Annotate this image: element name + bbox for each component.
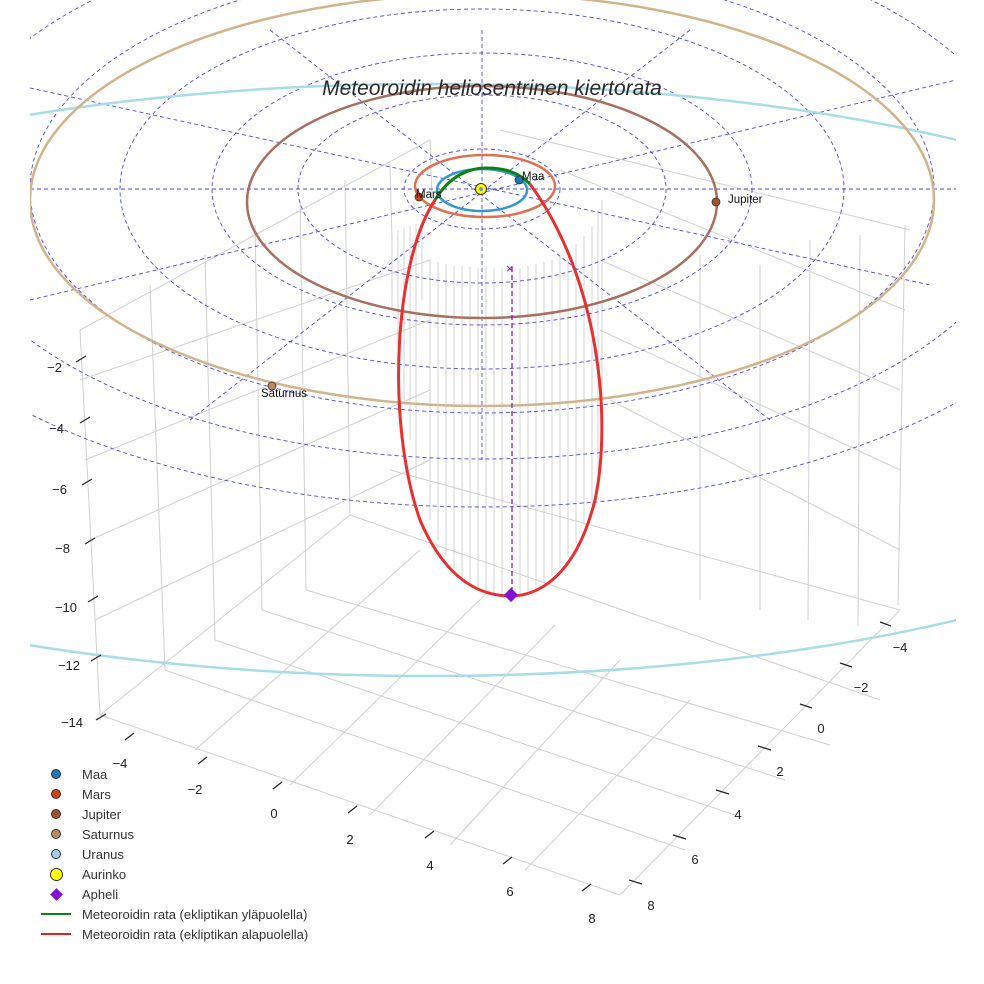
maa-dot-icon <box>51 769 61 779</box>
meteoroid-orbit <box>397 166 604 598</box>
legend-item-jupiter[interactable]: Jupiter <box>38 804 308 824</box>
sun-icon <box>49 867 63 881</box>
orbit-above-ecliptic <box>433 166 532 201</box>
mars-orbit <box>413 153 557 219</box>
chart-title: Meteoroidin heliosentrinen kiertorata <box>322 77 662 100</box>
svg-text:4: 4 <box>426 858 433 873</box>
diamond-icon <box>49 887 63 901</box>
saturnus-dot-icon <box>51 829 61 839</box>
legend: Maa Mars Jupiter Saturnus Uranus Aurinko… <box>38 764 308 944</box>
svg-text:2: 2 <box>776 764 783 779</box>
svg-text:−2: −2 <box>854 680 869 695</box>
saturnus-label: Saturnus <box>261 388 307 400</box>
svg-text:8: 8 <box>588 911 595 926</box>
svg-text:6: 6 <box>691 852 698 867</box>
legend-item-apheli[interactable]: Apheli <box>38 884 308 904</box>
svg-text:−6: −6 <box>52 482 67 497</box>
mars-dot-icon <box>51 789 61 799</box>
jupiter-dot-icon <box>51 809 61 819</box>
legend-item-orbit-above[interactable]: Meteoroidin rata (ekliptikan yläpuolella… <box>38 904 308 924</box>
svg-text:8: 8 <box>647 898 654 913</box>
jupiter-label: Jupiter <box>728 194 763 206</box>
legend-item-saturnus[interactable]: Saturnus <box>38 824 308 844</box>
svg-text:−2: −2 <box>188 782 203 797</box>
maa-label: Maa <box>522 171 545 183</box>
mars-label: Mars <box>416 189 442 201</box>
planet-orbits <box>30 0 956 678</box>
z-axis: −2 −4 −6 −8 −10 −12 −14 <box>47 355 107 730</box>
saturnus-marker <box>267 381 277 391</box>
svg-text:−14: −14 <box>61 715 83 730</box>
red-line-icon <box>41 933 71 935</box>
jupiter-marker <box>711 197 721 207</box>
svg-text:4: 4 <box>734 807 741 822</box>
svg-text:−10: −10 <box>55 600 77 615</box>
svg-text:0: 0 <box>817 721 824 736</box>
svg-text:−2: −2 <box>47 360 62 375</box>
legend-item-mars[interactable]: Mars <box>38 784 308 804</box>
svg-text:6: 6 <box>506 884 513 899</box>
orbit-drop-lines <box>391 200 603 596</box>
svg-text:−12: −12 <box>58 658 80 673</box>
svg-text:−4: −4 <box>49 421 64 436</box>
saturnus-orbit <box>30 0 936 408</box>
legend-item-maa[interactable]: Maa <box>38 764 308 784</box>
mars-marker <box>414 192 424 202</box>
svg-text:−4: −4 <box>893 640 908 655</box>
svg-text:−8: −8 <box>55 541 70 556</box>
svg-text:−4: −4 <box>113 756 128 771</box>
uranus-dot-icon <box>51 849 61 859</box>
y-axis: −4 −2 0 2 4 6 8 <box>628 621 908 913</box>
green-line-icon <box>41 913 71 915</box>
svg-text:2: 2 <box>346 832 353 847</box>
legend-item-uranus[interactable]: Uranus <box>38 844 308 864</box>
legend-item-aurinko[interactable]: Aurinko <box>38 864 308 884</box>
apheli-marker <box>503 587 519 603</box>
axis-box-grid <box>79 129 911 896</box>
uranus-orbit <box>30 82 956 678</box>
x-axis: −4 −2 0 2 4 6 8 <box>113 732 596 926</box>
apheli-cross-icon: × <box>506 261 514 276</box>
maa-marker <box>514 175 524 185</box>
legend-item-orbit-below[interactable]: Meteoroidin rata (ekliptikan alapuolella… <box>38 924 308 944</box>
bodies: Maa Mars Jupiter Saturnus <box>261 171 763 400</box>
svg-text:0: 0 <box>270 806 277 821</box>
apheli-projection: × <box>503 261 519 603</box>
